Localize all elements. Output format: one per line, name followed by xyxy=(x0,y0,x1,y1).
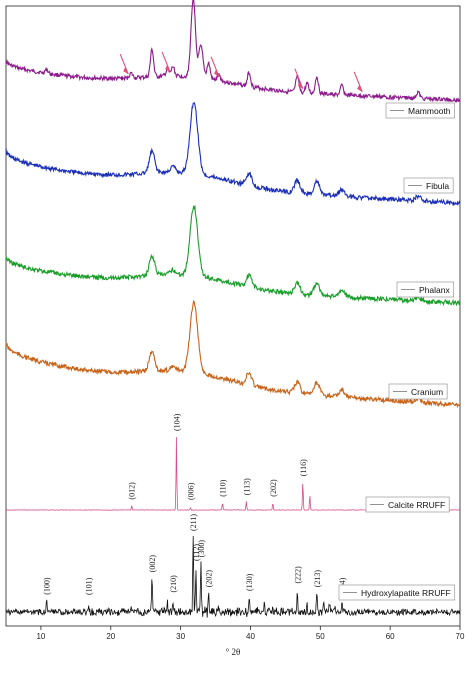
trace-cranium xyxy=(5,299,460,409)
hkl-label: (101) xyxy=(84,577,93,595)
hkl-label: (222) xyxy=(293,566,302,584)
legend-box-cranium xyxy=(388,383,448,400)
trace-layer xyxy=(5,0,461,618)
hkl-label: (104) xyxy=(172,413,181,431)
plot-frame xyxy=(5,5,461,627)
legend-phalanx: Phalanx xyxy=(396,281,455,298)
hkl-label: (213) xyxy=(313,570,322,588)
hkl-label: (006) xyxy=(186,482,195,500)
legend-label-fibula: Fibula xyxy=(426,181,449,191)
arrow-marker xyxy=(119,53,129,75)
legend-label-mammooth: Mammooth xyxy=(408,106,451,116)
x-tick-label: 10 xyxy=(36,632,45,641)
arrow-marker xyxy=(353,71,363,93)
legend-layer: Mammooth Fibula Phalanx Cranium Calcite RRUF… xyxy=(338,102,456,601)
legend-box-mammooth xyxy=(385,102,455,119)
hkl-label: (210) xyxy=(169,575,178,593)
x-axis-title: ° 2θ xyxy=(226,647,241,657)
hkl-label: (116) xyxy=(299,459,308,476)
x-axis: 10 20 30 40 50 60 70 xyxy=(36,626,465,641)
legend-label-hydroxylapatite-rruff: Hydroxylapatite RRUFF xyxy=(361,588,451,598)
legend-fibula: Fibula xyxy=(403,177,454,194)
hkl-label: (110) xyxy=(219,479,228,496)
hkl-label: (202) xyxy=(269,479,278,497)
hkl-label: (130) xyxy=(245,573,254,591)
arrow-layer xyxy=(119,51,363,93)
legend-cranium: Cranium xyxy=(388,383,448,400)
hkl-label: (211) xyxy=(189,514,198,531)
legend-label-cranium: Cranium xyxy=(411,387,443,397)
arrow-marker xyxy=(161,51,171,73)
legend-label-calcite-rruff: Calcite RRUFF xyxy=(388,500,445,510)
hkl-label: (113) xyxy=(242,478,251,495)
arrow-marker xyxy=(294,68,304,89)
legend-hydroxylapatite-rruff: Hydroxylapatite RRUFF xyxy=(338,584,456,601)
x-tick-label: 50 xyxy=(316,632,325,641)
hkl-label: (300) xyxy=(197,540,206,558)
x-tick-label: 70 xyxy=(456,632,465,641)
x-tick-label: 20 xyxy=(106,632,115,641)
trace-hydroxylapatite-rruff xyxy=(5,535,461,618)
hkl-label: (100) xyxy=(43,577,52,595)
legend-box-hydroxylapatite-rruff xyxy=(338,584,456,601)
legend-box-phalanx xyxy=(396,281,455,298)
legend-calcite-rruff: Calcite RRUFF xyxy=(365,496,450,513)
x-tick-label: 40 xyxy=(246,632,255,641)
hkl-label: (112) xyxy=(192,544,201,561)
legend-mammooth: Mammooth xyxy=(385,102,455,119)
x-tick-label: 30 xyxy=(176,632,185,641)
trace-mammooth xyxy=(5,0,461,103)
hkl-label: (202) xyxy=(205,570,214,588)
legend-box-calcite-rruff xyxy=(365,496,450,513)
trace-phalanx xyxy=(5,204,461,307)
hkl-annotation-layer: (012) (104) (006) (110) (113) (202) (116) (100)… xyxy=(43,413,348,595)
x-tick-label: 60 xyxy=(386,632,395,641)
trace-fibula xyxy=(5,102,461,207)
legend-box-fibula xyxy=(403,177,454,194)
hkl-label: (012) xyxy=(128,482,137,500)
arrow-marker xyxy=(210,56,220,77)
hkl-label: (002) xyxy=(148,555,157,573)
legend-label-phalanx: Phalanx xyxy=(419,285,450,295)
